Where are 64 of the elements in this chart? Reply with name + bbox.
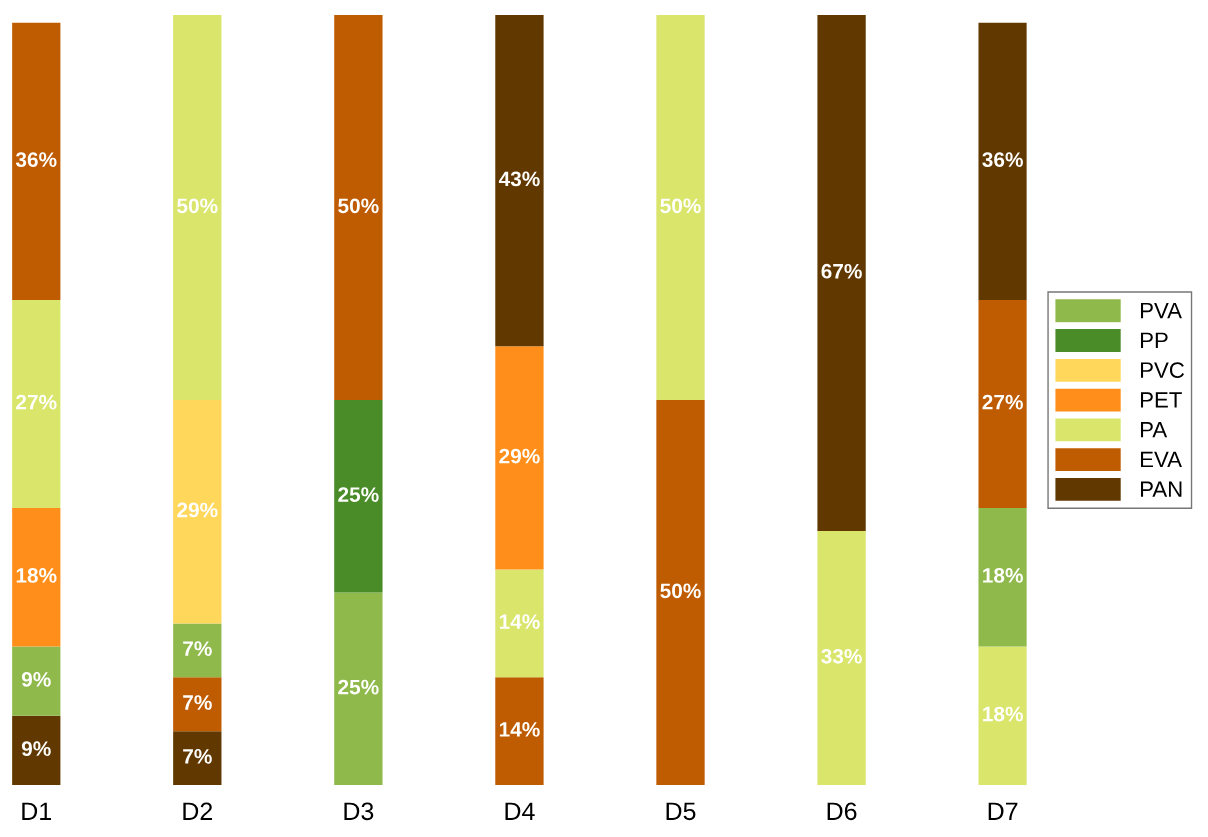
x-tick-label: D7 [988, 802, 1018, 820]
bar [12, 299, 61, 508]
data-label: 50% [177, 198, 218, 214]
data-label: 9% [21, 741, 51, 757]
data-label: 43% [498, 171, 540, 187]
data-label: 14% [499, 614, 540, 629]
bar [12, 22, 61, 300]
data-label: 50% [660, 583, 701, 599]
bar [12, 715, 61, 786]
bar [656, 400, 705, 786]
bar [495, 677, 544, 786]
bar [334, 400, 383, 593]
x-tick-label: D5 [666, 802, 696, 821]
x-tick-label: D1 [22, 802, 51, 820]
data-label: 9% [21, 671, 51, 687]
bar [334, 592, 383, 786]
bar [817, 15, 866, 531]
data-label: 18% [983, 568, 1023, 583]
data-label: 67% [821, 263, 862, 279]
bar [173, 15, 222, 401]
data-label: 36% [982, 152, 1023, 167]
data-label: 25% [338, 679, 379, 695]
bar [978, 22, 1027, 300]
data-label: 18% [16, 568, 57, 583]
legend-label: PVC [1140, 362, 1185, 378]
bar [978, 299, 1027, 508]
data-label: 7% [183, 749, 212, 764]
bar [495, 346, 544, 570]
x-tick-label: D3 [344, 802, 374, 821]
bar [495, 569, 544, 678]
data-label: 14% [499, 722, 540, 737]
data-label: 33% [821, 648, 862, 664]
x-tick-label: D6 [827, 802, 857, 821]
bar [978, 507, 1027, 647]
bar [173, 400, 222, 624]
bar [656, 15, 705, 401]
legend-label: EVA [1140, 451, 1182, 468]
data-label: 50% [338, 198, 379, 214]
legend-label: PVA [1140, 302, 1182, 319]
x-tick-label: D2 [183, 802, 213, 820]
legend-label: PAN [1140, 481, 1182, 497]
x-tick-label: D4 [505, 802, 535, 820]
data-label: 27% [16, 394, 57, 410]
legend-label: PA [1140, 422, 1168, 438]
bar [173, 677, 222, 732]
bar [173, 623, 222, 678]
data-label: 25% [338, 487, 379, 502]
legend-label: PP [1140, 332, 1168, 348]
data-label: 27% [982, 394, 1023, 410]
data-label: 18% [983, 706, 1023, 722]
bar [334, 15, 383, 401]
bar [12, 507, 61, 647]
data-label: 7% [183, 641, 212, 656]
data-label: 29% [499, 448, 540, 464]
data-label: 50% [660, 198, 701, 214]
data-label: 29% [177, 502, 218, 518]
legend-label: PET [1140, 392, 1182, 408]
bar [978, 646, 1027, 786]
data-label: 36% [15, 152, 57, 167]
bar [817, 530, 866, 786]
bar [12, 646, 61, 716]
data-label: 7% [183, 695, 212, 710]
bar [173, 731, 222, 786]
bar [495, 15, 544, 347]
